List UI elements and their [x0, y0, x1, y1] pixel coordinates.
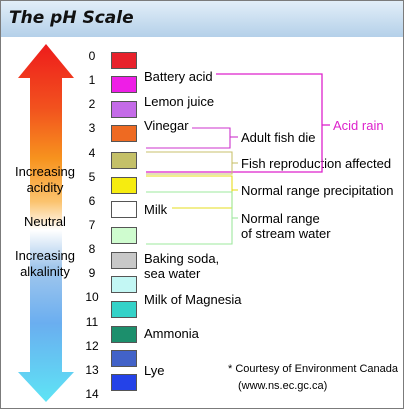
ph-swatch	[111, 52, 137, 69]
label-battery-acid: Battery acid	[144, 69, 213, 84]
ph-swatch	[111, 125, 137, 142]
label-adult-fish-die: Adult fish die	[241, 130, 316, 145]
ph-swatch	[111, 201, 137, 218]
stream-bracket	[146, 191, 233, 245]
ph-number: 5	[88, 170, 96, 184]
label-lye: Lye	[144, 363, 165, 378]
ph-number: 9	[88, 266, 96, 280]
footnote-line-2: (www.ns.ec.gc.ca)	[238, 380, 328, 392]
fish-reproduction-bracket	[146, 151, 233, 175]
ph-number: 2	[88, 97, 96, 111]
acidity-line-1: Increasing	[15, 164, 75, 179]
acid-rain-bracket	[146, 73, 323, 173]
label-milk: Milk	[144, 202, 168, 217]
label-fish-reproduction: Fish reproduction affected	[241, 156, 392, 171]
ph-number: 13	[85, 363, 99, 377]
ph-number: 6	[88, 194, 96, 208]
label-baking-soda: Baking soda, sea water	[144, 251, 219, 281]
label-normal-precipitation: Normal range precipitation	[241, 183, 394, 198]
label-vinegar: Vinegar	[144, 118, 189, 133]
ph-swatch	[111, 374, 137, 391]
stream-line-2: of stream water	[241, 226, 331, 241]
ph-number: 7	[88, 218, 96, 232]
ph-swatch	[111, 152, 137, 169]
baking-soda-line-2: sea water	[144, 266, 201, 281]
neutral-label: Neutral	[24, 214, 66, 229]
ph-swatch	[111, 76, 137, 93]
figure-title: The pH Scale	[9, 8, 134, 28]
ph-swatch	[111, 350, 137, 367]
ph-number: 1	[88, 73, 96, 87]
ph-number: 10	[85, 290, 99, 304]
ph-number: 14	[85, 387, 99, 401]
label-ammonia: Ammonia	[144, 326, 199, 341]
ph-swatch	[111, 301, 137, 318]
alkalinity-line-1: Increasing	[15, 248, 75, 263]
baking-soda-line-1: Baking soda,	[144, 251, 220, 266]
label-milk-of-magnesia: Milk of Magnesia	[144, 292, 242, 307]
ph-swatch	[111, 101, 137, 118]
ph-number: 11	[85, 315, 99, 329]
ph-swatch	[111, 326, 137, 343]
label-stream-water: Normal range of stream water	[241, 211, 331, 241]
ph-swatch	[111, 276, 137, 293]
ph-number: 4	[88, 146, 96, 160]
label-lemon-juice: Lemon juice	[144, 94, 215, 109]
ph-number: 8	[88, 242, 96, 256]
ph-swatch	[111, 227, 137, 244]
ph-swatch	[111, 177, 137, 194]
adult-fish-bracket	[146, 127, 231, 149]
stream-line-1: Normal range	[241, 211, 320, 226]
footnote-line-1: * Courtesy of Environment Canada	[228, 363, 398, 375]
increasing-alkalinity-label: Increasing alkalinity	[4, 248, 86, 280]
ph-number: 3	[88, 121, 96, 135]
title-bar: The pH Scale	[1, 1, 403, 37]
increasing-acidity-label: Increasing acidity	[4, 164, 86, 196]
alkalinity-line-2: alkalinity	[20, 264, 70, 279]
ph-number: 0	[88, 49, 96, 63]
label-acid-rain: Acid rain	[333, 118, 384, 133]
ph-number: 12	[85, 339, 99, 353]
acidity-line-2: acidity	[26, 180, 64, 195]
ph-swatch	[111, 252, 137, 269]
